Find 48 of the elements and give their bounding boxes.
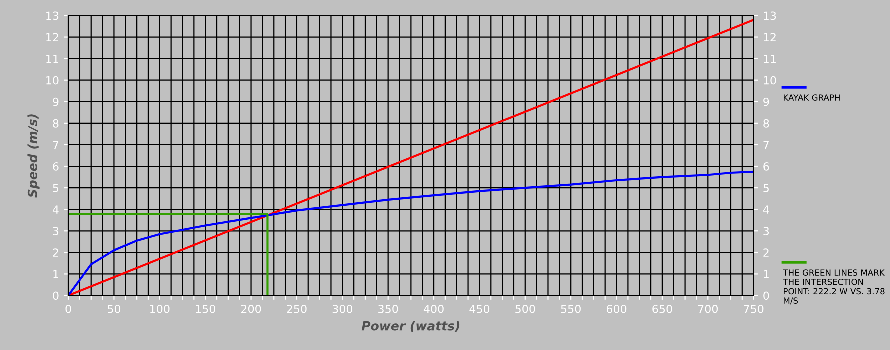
y2-tick-label: 10	[764, 76, 776, 85]
y-tick-label: 2	[53, 248, 58, 257]
y-tick-label: 9	[53, 98, 59, 106]
y2-tick-label: 4	[763, 206, 770, 214]
y2-tick-label: 13	[764, 12, 776, 20]
x-tick-label: 250	[287, 304, 307, 314]
x-axis-title: Power (watts)	[362, 321, 460, 332]
y-tick-label: 10	[46, 76, 59, 85]
y2-tick-label: 12	[764, 33, 776, 42]
y2-tick-label: 9	[764, 98, 770, 106]
legend-label: KAYAK GRAPH	[784, 94, 840, 101]
y2-tick-label: 11	[764, 54, 776, 64]
y2-tick-label: 5	[764, 184, 769, 192]
x-tick-label: 550	[561, 304, 581, 314]
x-tick-label: 50	[108, 304, 121, 314]
x-tick-label: 450	[470, 304, 490, 314]
y2-tick-label: 2	[764, 248, 769, 257]
y-tick-label: 8	[53, 119, 59, 128]
x-tick-label: 100	[150, 304, 170, 314]
y-tick-label: 5	[53, 184, 59, 192]
x-tick-label: 200	[241, 304, 262, 314]
x-tick-label: 600	[606, 304, 627, 314]
y2-tick-label: 6	[764, 162, 770, 171]
x-tick-label: 700	[698, 304, 718, 314]
x-tick-label: 400	[424, 304, 444, 314]
y2-tick-label: 3	[764, 227, 770, 236]
legend-label: THE GREEN LINES MARK THE INTERSECTION POINT: 222.2 W VS. 3.78 M/S	[783, 270, 885, 305]
x-tick-label: 150	[196, 304, 216, 314]
y2-tick-label: 8	[764, 119, 770, 128]
y-tick-label: 12	[46, 33, 58, 42]
x-tick-label: 350	[378, 304, 398, 314]
y-tick-label: 3	[53, 227, 59, 236]
x-tick-label: 750	[744, 304, 764, 314]
y-tick-label: 6	[53, 162, 59, 171]
x-tick-label: 500	[516, 304, 536, 314]
y-tick-label: 7	[53, 141, 59, 150]
y-tick-label: 11	[46, 54, 58, 64]
y-axis-title: Speed (m/s)	[28, 114, 40, 198]
y2-tick-label: 1	[764, 270, 769, 278]
y-tick-label: 1	[54, 270, 58, 278]
x-tick-label: 300	[332, 304, 353, 314]
x-tick-label: 650	[652, 304, 672, 314]
y-tick-label: 0	[53, 292, 59, 300]
y2-tick-label: 0	[764, 292, 770, 300]
y2-tick-label: 7	[764, 141, 769, 150]
y-tick-label: 4	[52, 206, 59, 214]
x-tick-label: 0	[66, 304, 72, 314]
y-tick-label: 13	[46, 12, 59, 20]
